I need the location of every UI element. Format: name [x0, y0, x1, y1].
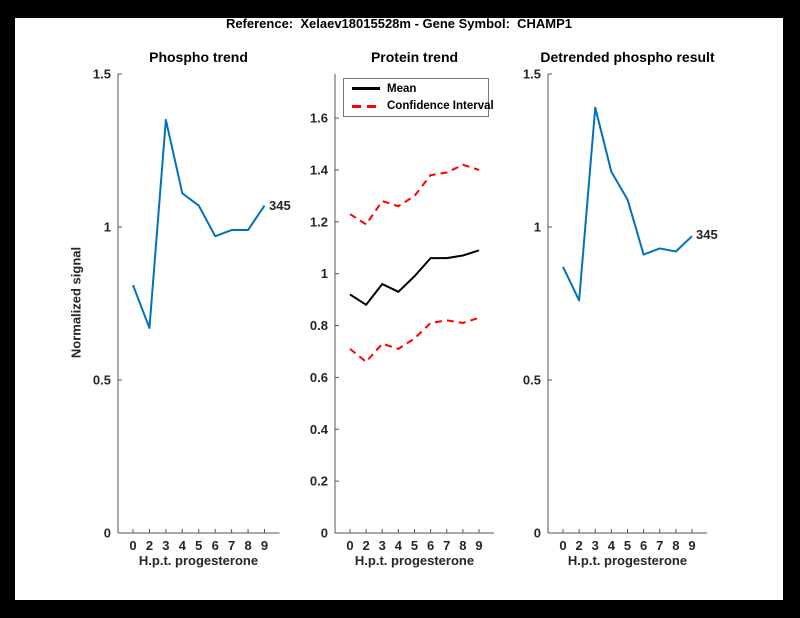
y-tick-label: 1: [104, 220, 111, 235]
y-tick-label: 1.4: [310, 162, 329, 177]
y-tick-label: 1.5: [93, 67, 111, 82]
legend-item-mean: Mean: [352, 81, 488, 97]
y-tick-label: 1: [321, 266, 328, 281]
y-tick-label: 1.6: [310, 111, 328, 126]
confidence-interval-line-sample: [352, 105, 380, 108]
y-tick-label: 1.5: [523, 67, 541, 82]
phospho-trend-title: Phospho trend: [149, 49, 248, 65]
x-axis-label-phospho: H.p.t. progesterone: [138, 553, 259, 568]
x-tick-label: 9: [475, 538, 482, 553]
x-tick-label: 0: [559, 538, 566, 553]
x-tick-label: 4: [395, 538, 403, 553]
x-tick-label: 0: [129, 538, 136, 553]
x-tick-label: 6: [427, 538, 434, 553]
x-axis-label-protein: H.p.t. progesterone: [354, 553, 475, 568]
y-tick-label: 0.5: [93, 373, 111, 388]
mean-line-sample: [352, 87, 380, 90]
x-tick-label: 4: [179, 538, 187, 553]
x-tick-label: 6: [212, 538, 219, 553]
x-tick-label: 3: [162, 538, 169, 553]
y-tick-label: 1: [534, 220, 541, 235]
x-tick-label: 8: [672, 538, 679, 553]
legend-item-confidence-interval: Confidence Interval: [352, 98, 494, 114]
x-tick-label: 8: [459, 538, 466, 553]
x-tick-label: 9: [261, 538, 268, 553]
x-tick-label: 5: [411, 538, 418, 553]
y-tick-label: 1.2: [310, 214, 328, 229]
x-tick-label: 2: [576, 538, 583, 553]
y-tick-label: 0.6: [310, 370, 328, 385]
y-tick-label: 0: [321, 526, 328, 541]
protein-trend-title: Protein trend: [370, 49, 459, 65]
x-tick-label: 3: [379, 538, 386, 553]
x-axis-label-detrended: H.p.t. progesterone: [567, 553, 688, 568]
x-tick-label: 4: [608, 538, 616, 553]
y-tick-label: 0.8: [310, 318, 328, 333]
legend-label-mean: Mean: [387, 82, 417, 95]
x-tick-label: 7: [656, 538, 663, 553]
end-label-detrended: 345: [696, 227, 718, 242]
y-tick-label: 0.2: [310, 474, 328, 489]
end-label-phospho: 345: [269, 198, 291, 213]
x-tick-label: 2: [146, 538, 153, 553]
x-tick-label: 6: [640, 538, 647, 553]
y-tick-label: 0: [104, 526, 111, 541]
y-tick-label: 0.5: [523, 373, 541, 388]
y-tick-label: 0: [534, 526, 541, 541]
x-tick-label: 5: [624, 538, 631, 553]
x-tick-label: 2: [363, 538, 370, 553]
x-tick-label: 0: [346, 538, 353, 553]
figure-title: Reference: Xelaev18015528m - Gene Symbol…: [225, 16, 573, 31]
detrended-result-title: Detrended phospho result: [540, 49, 715, 65]
y-axis-label: Normalized signal: [68, 246, 84, 359]
x-tick-label: 7: [443, 538, 450, 553]
series-phospho-trend: [132, 118, 266, 329]
y-tick-label: 0.4: [310, 422, 329, 437]
series-detrended-phospho: [562, 106, 693, 302]
series-mean: [349, 249, 480, 306]
x-tick-label: 7: [228, 538, 235, 553]
x-tick-label: 5: [195, 538, 202, 553]
x-tick-label: 3: [592, 538, 599, 553]
legend-label-confidence-interval: Confidence Interval: [387, 100, 494, 113]
legend-box: Mean Confidence Interval: [343, 78, 494, 117]
series-ci-lower: [349, 316, 480, 363]
x-tick-label: 8: [244, 538, 251, 553]
series-ci-upper: [349, 163, 480, 226]
x-tick-label: 9: [688, 538, 695, 553]
